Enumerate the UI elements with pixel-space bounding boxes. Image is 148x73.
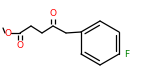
Text: O: O bbox=[4, 28, 12, 38]
Text: O: O bbox=[16, 41, 24, 49]
Text: F: F bbox=[124, 49, 129, 58]
Text: O: O bbox=[49, 9, 57, 18]
